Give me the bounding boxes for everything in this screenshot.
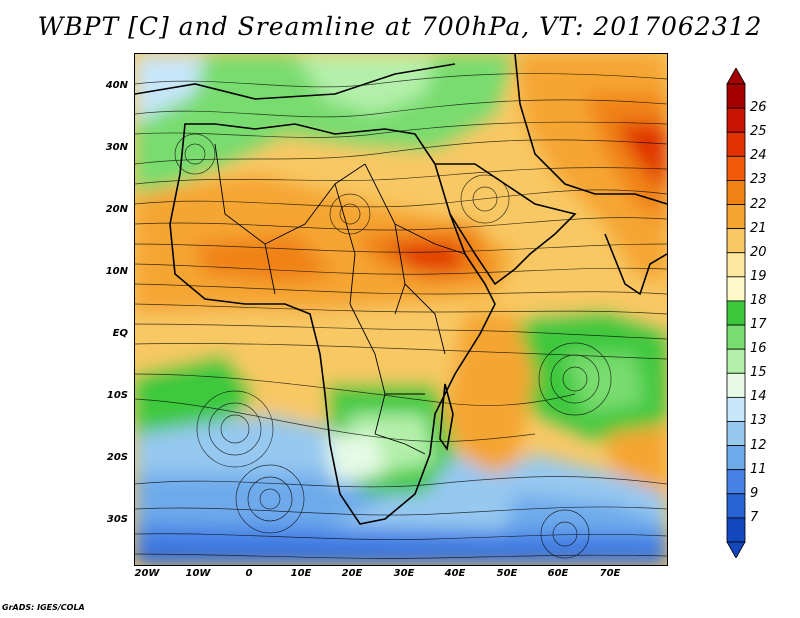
colorbar-box: [726, 493, 746, 519]
lon-label-40e: 40E: [444, 568, 466, 579]
colorbar-box: [726, 155, 746, 181]
lat-label-30s: 30S: [106, 514, 128, 525]
colorbar-box: [726, 300, 746, 326]
lon-label-0: 0: [245, 568, 253, 579]
temperature-field: [135, 54, 667, 565]
colorbar-box: [726, 180, 746, 205]
colorbar-label: 25: [750, 124, 767, 140]
colorbar-label: 21: [750, 220, 767, 236]
colorbar-bottom-arrow: [726, 541, 746, 559]
colorbar-box: [726, 204, 746, 230]
colorbar-box: [726, 252, 746, 278]
lon-label-20e: 20E: [341, 568, 363, 579]
colorbar-box: [726, 372, 746, 398]
grads-credit: GrADS: IGES/COLA: [2, 603, 85, 612]
lon-label-30e: 30E: [393, 568, 415, 579]
colorbar: [726, 67, 746, 559]
colorbar-label: 9: [750, 485, 759, 501]
lon-label-70e: 70E: [599, 568, 621, 579]
colorbar-box: [726, 107, 746, 133]
colorbar-box: [726, 445, 746, 471]
colorbar-label: 13: [750, 413, 767, 429]
lat-label-10n: 10N: [105, 266, 128, 277]
streamlines: [135, 73, 667, 559]
colorbar-label: 16: [750, 341, 767, 357]
wbpt-map-svg: [135, 54, 667, 565]
colorbar-label: 17: [750, 317, 767, 333]
colorbar-label: 7: [750, 509, 759, 525]
lon-label-20w: 20W: [134, 568, 160, 579]
plot-title: WBPT [C] and Sreamline at 700hPa, VT: 20…: [37, 12, 763, 41]
lat-label-eq: EQ: [112, 328, 128, 339]
lon-label-10w: 10W: [185, 568, 211, 579]
colorbar-top-arrow: [726, 67, 746, 85]
colorbar-label: 26: [750, 100, 767, 116]
colorbar-box: [726, 228, 746, 254]
lat-label-30n: 30N: [105, 142, 128, 153]
colorbar-label: 24: [750, 148, 767, 164]
colorbar-box: [726, 469, 746, 495]
map-panel: [134, 53, 668, 566]
colorbar-label: 15: [750, 365, 767, 381]
colorbar-label: 12: [750, 437, 767, 453]
lon-label-50e: 50E: [496, 568, 518, 579]
colorbar-box: [726, 276, 746, 302]
colorbar-box: [726, 348, 746, 374]
lat-label-40n: 40N: [105, 80, 128, 91]
lat-label-20n: 20N: [105, 204, 128, 215]
colorbar-box: [726, 396, 746, 422]
colorbar-box: [726, 131, 746, 157]
lat-label-20s: 20S: [106, 452, 128, 463]
colorbar-label: 19: [750, 268, 767, 284]
lon-label-10e: 10E: [290, 568, 312, 579]
lon-label-60e: 60E: [547, 568, 569, 579]
colorbar-label: 11: [750, 461, 767, 477]
colorbar-label: 23: [750, 172, 767, 188]
colorbar-label: 20: [750, 244, 767, 260]
lat-label-10s: 10S: [106, 390, 128, 401]
colorbar-box: [726, 83, 746, 109]
coastlines: [135, 54, 667, 525]
colorbar-label: 22: [750, 196, 767, 212]
colorbar-svg: [726, 67, 746, 559]
country-borders: [214, 143, 466, 455]
colorbar-label: 14: [750, 389, 767, 405]
colorbar-box: [726, 324, 746, 350]
colorbar-box: [726, 517, 746, 543]
colorbar-box: [726, 421, 746, 446]
colorbar-label: 18: [750, 292, 767, 308]
